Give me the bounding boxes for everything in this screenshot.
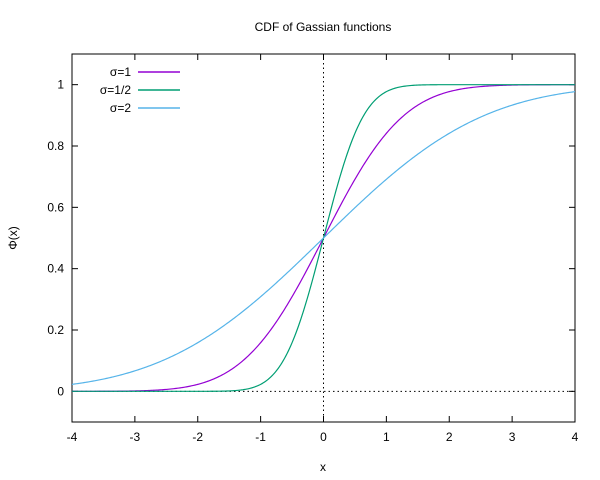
y-axis-label: Φ(x) (6, 226, 20, 250)
x-tick-label: 2 (446, 430, 453, 444)
series-line-3 (71, 91, 576, 385)
y-tick-label: 0.6 (47, 200, 64, 214)
x-tick-label: -3 (130, 430, 141, 444)
x-tick-label: 4 (572, 430, 579, 444)
y-tick-label: 0.8 (47, 139, 64, 153)
legend-label: σ=1 (110, 65, 131, 79)
y-tick-label: 0.4 (47, 262, 64, 276)
legend: σ=1 σ=1/2 σ=2 (100, 65, 180, 115)
x-tick-label: 1 (383, 430, 390, 444)
legend-label: σ=2 (110, 101, 131, 115)
x-axis-label: x (320, 460, 326, 474)
y-tick-label: 0 (57, 384, 64, 398)
x-tick-label: -1 (255, 430, 266, 444)
x-tick-label: -2 (192, 430, 203, 444)
x-tick-label: 3 (509, 430, 516, 444)
y-tick-label: 1 (57, 78, 64, 92)
chart-title: CDF of Gassian functions (255, 20, 392, 34)
plot-area: -4 -3 -2 -1 0 1 2 3 4 0 0.2 0.4 0.6 0.8 1 (47, 53, 579, 444)
y-tick-label: 0.2 (47, 323, 64, 337)
x-tick-label: -4 (67, 430, 78, 444)
x-tick-label: 0 (320, 430, 327, 444)
legend-label: σ=1/2 (100, 83, 131, 97)
